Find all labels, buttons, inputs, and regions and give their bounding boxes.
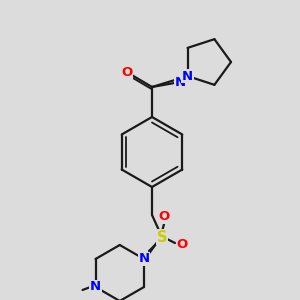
Text: O: O <box>122 67 133 80</box>
Text: O: O <box>158 211 169 224</box>
Text: O: O <box>176 238 188 251</box>
Text: N: N <box>182 70 193 83</box>
Text: N: N <box>90 280 101 293</box>
Text: N: N <box>138 253 150 266</box>
Text: S: S <box>157 230 167 244</box>
Text: N: N <box>174 76 186 88</box>
